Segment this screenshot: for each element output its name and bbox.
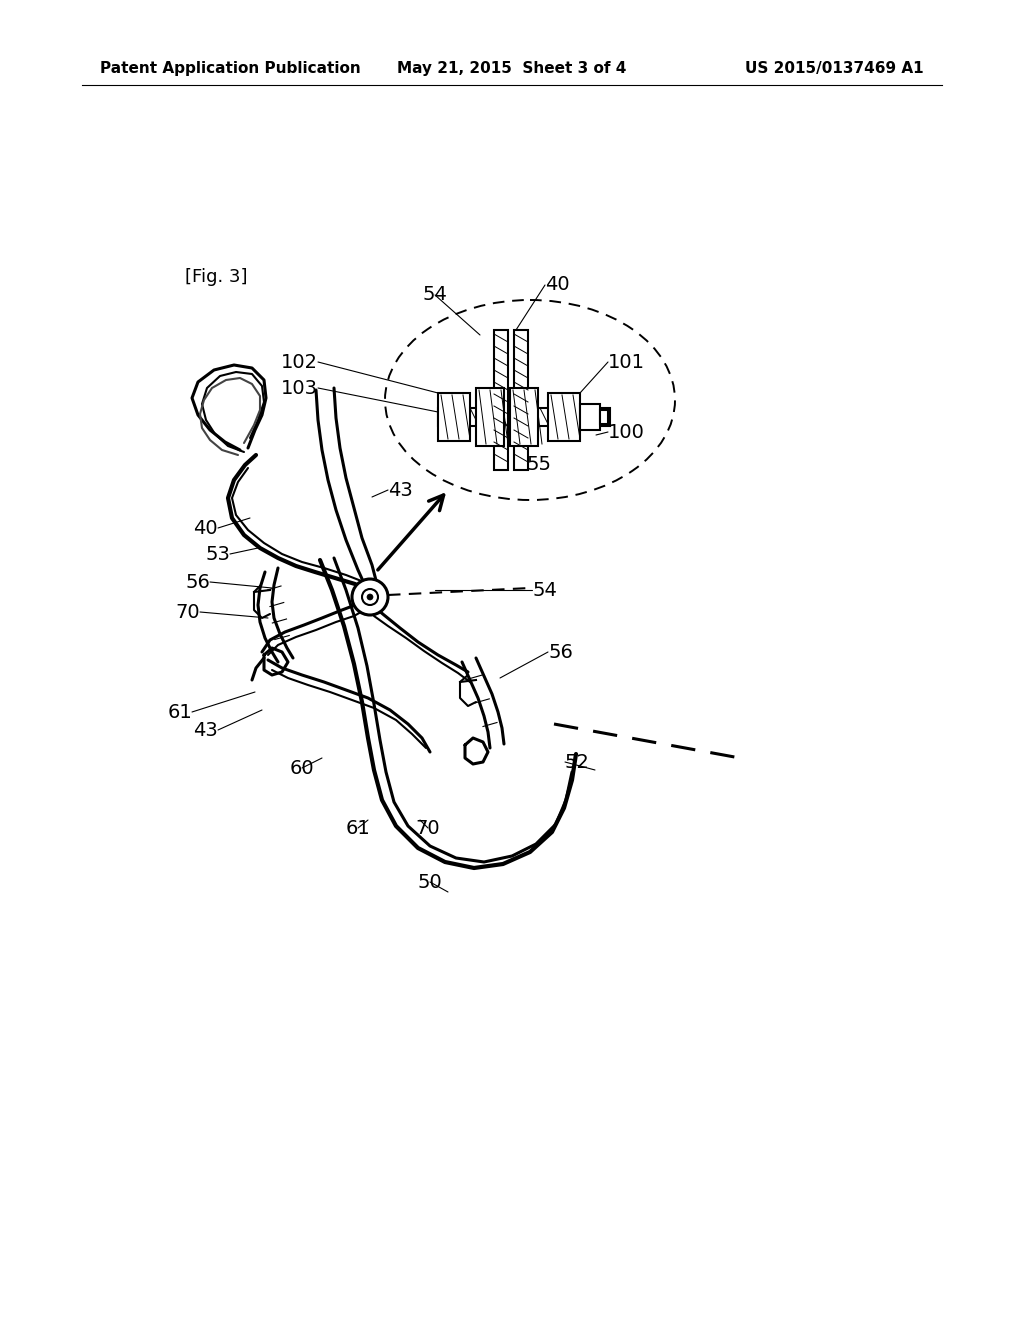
Text: 55: 55 bbox=[526, 455, 551, 474]
Text: 101: 101 bbox=[608, 352, 645, 371]
Text: 61: 61 bbox=[346, 818, 371, 837]
Text: May 21, 2015  Sheet 3 of 4: May 21, 2015 Sheet 3 of 4 bbox=[397, 61, 627, 75]
Bar bbox=[600, 411, 608, 424]
Bar bbox=[438, 393, 470, 441]
Text: 56: 56 bbox=[185, 573, 210, 591]
Circle shape bbox=[362, 589, 378, 605]
Bar bbox=[476, 388, 504, 446]
Text: 60: 60 bbox=[290, 759, 314, 777]
Text: 54: 54 bbox=[423, 285, 447, 305]
Bar bbox=[510, 388, 538, 446]
Circle shape bbox=[367, 594, 373, 601]
Text: 61: 61 bbox=[167, 702, 193, 722]
Circle shape bbox=[352, 579, 388, 615]
Text: [Fig. 3]: [Fig. 3] bbox=[185, 268, 248, 286]
Text: 100: 100 bbox=[608, 422, 645, 441]
Text: 43: 43 bbox=[194, 721, 218, 739]
Text: 43: 43 bbox=[388, 480, 413, 499]
Text: 70: 70 bbox=[175, 602, 200, 622]
Text: 102: 102 bbox=[281, 352, 318, 371]
Text: 103: 103 bbox=[281, 379, 318, 397]
Text: 52: 52 bbox=[565, 752, 590, 771]
Text: Patent Application Publication: Patent Application Publication bbox=[100, 61, 360, 75]
Text: US 2015/0137469 A1: US 2015/0137469 A1 bbox=[745, 61, 924, 75]
Bar bbox=[514, 330, 528, 470]
Text: 56: 56 bbox=[548, 643, 572, 661]
Bar bbox=[580, 404, 600, 430]
Bar bbox=[548, 393, 580, 441]
Text: 70: 70 bbox=[416, 818, 440, 837]
Bar bbox=[438, 408, 610, 426]
Text: 53: 53 bbox=[205, 544, 230, 564]
Text: 50: 50 bbox=[418, 873, 442, 891]
Text: 40: 40 bbox=[194, 519, 218, 537]
Text: 40: 40 bbox=[545, 276, 569, 294]
Text: 54: 54 bbox=[532, 581, 557, 599]
Bar bbox=[494, 330, 508, 470]
